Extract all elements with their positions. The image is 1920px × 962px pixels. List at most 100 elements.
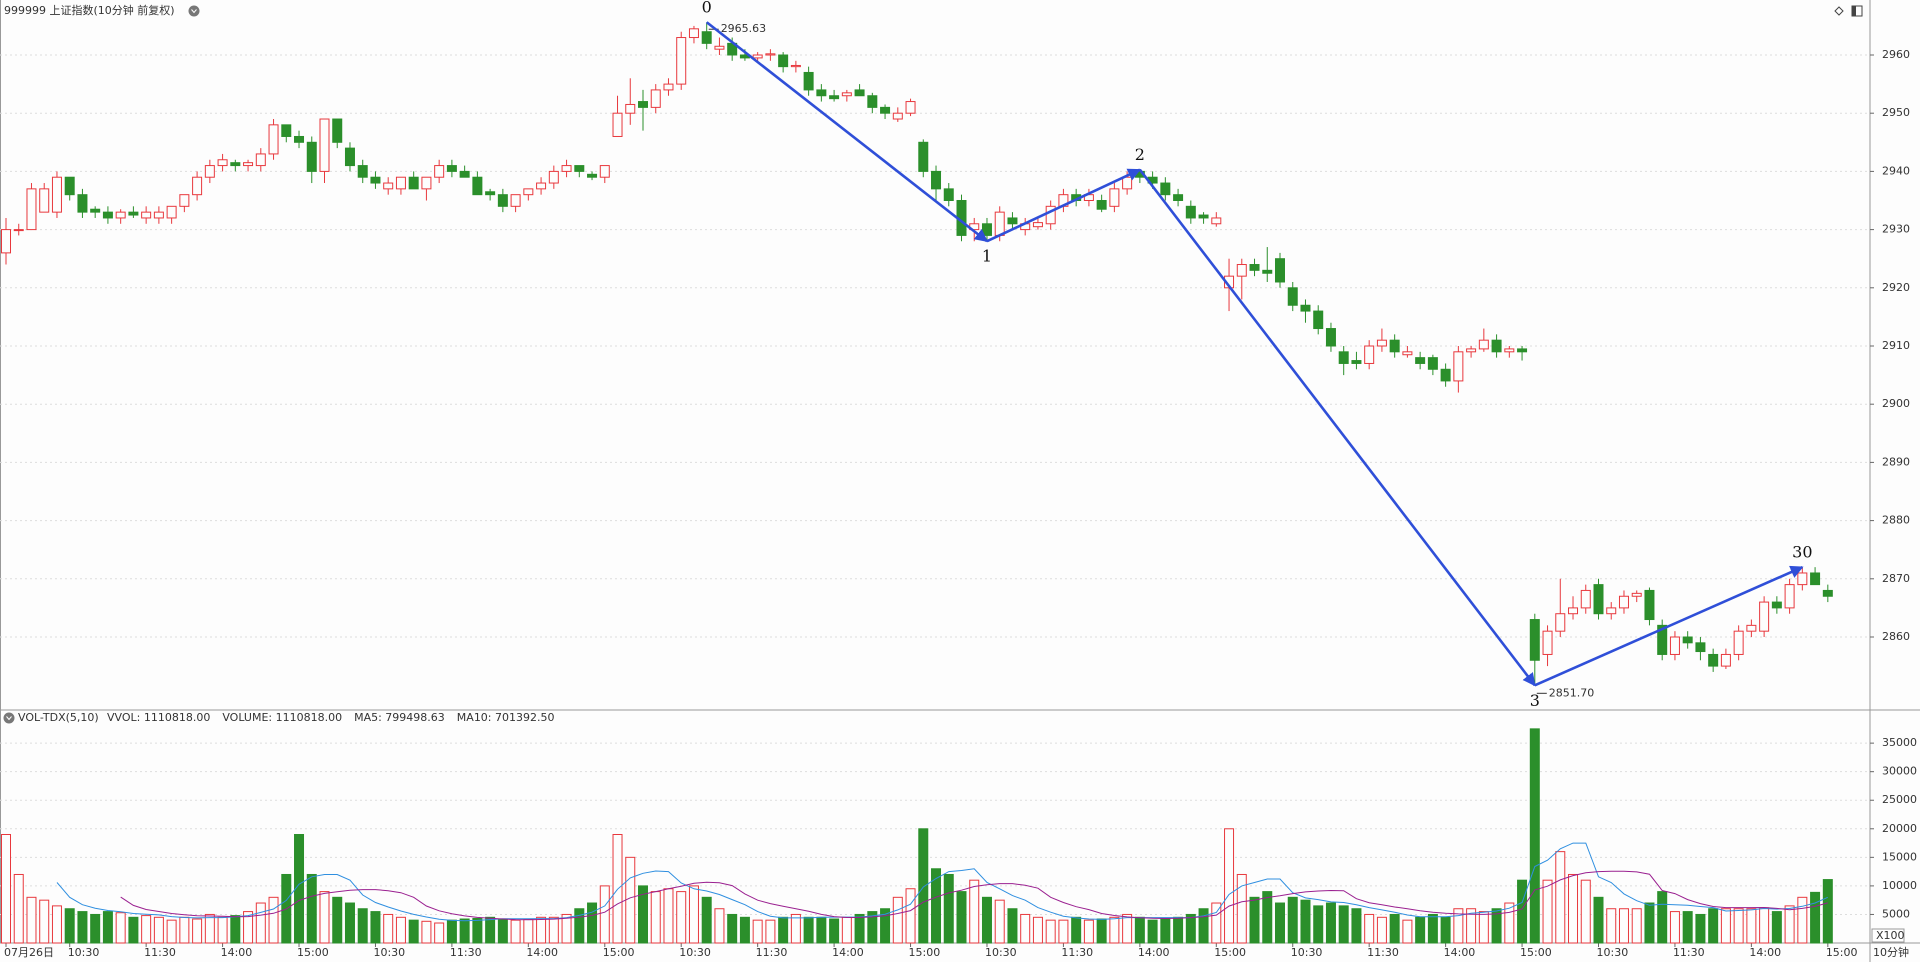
volume-bar <box>523 918 534 944</box>
candle-body <box>1555 613 1566 632</box>
candle-body <box>752 54 763 59</box>
volume-bar <box>192 918 203 944</box>
volume-bar <box>268 896 279 944</box>
candle-body <box>1198 214 1209 219</box>
volume-bar <box>829 918 840 944</box>
volume-bar <box>1797 896 1808 944</box>
volume-bar <box>1593 896 1604 944</box>
candle-body <box>1491 339 1502 353</box>
candle-body <box>1287 287 1298 306</box>
chart-title: 999999 上证指数(10分钟 前复权) <box>4 3 175 17</box>
volume-bar <box>688 885 699 944</box>
volume-bar <box>625 856 636 944</box>
candle-body <box>829 95 840 100</box>
candle-body <box>1593 584 1604 615</box>
volume-bar <box>1504 902 1515 944</box>
volume-bar <box>39 899 50 944</box>
volume-bar <box>1173 916 1184 944</box>
candle-body <box>1402 351 1413 356</box>
x-tick-label: 10:30 <box>985 946 1017 959</box>
candle-body <box>153 211 164 219</box>
volume-bar <box>701 896 712 944</box>
candle-body <box>663 83 674 91</box>
volume-bar <box>841 916 852 944</box>
candle-body <box>230 162 241 167</box>
volume-bar <box>1262 891 1273 944</box>
volume-bar <box>306 873 317 944</box>
volume-bar <box>739 916 750 944</box>
candle-body <box>548 170 559 184</box>
volume-bar <box>1389 913 1400 944</box>
zigzag-label: 1 <box>982 247 992 266</box>
candle-body <box>395 176 406 190</box>
y-tick-label: 20000 <box>1882 822 1917 835</box>
x-tick-label: 14:00 <box>526 946 558 959</box>
volume-bar <box>1032 916 1043 944</box>
volume-bar <box>1020 913 1031 944</box>
volume-bar <box>395 916 406 944</box>
candle-body <box>434 165 445 178</box>
zigzag-segment <box>1534 565 1804 687</box>
volume-bar <box>574 908 585 944</box>
title-menu[interactable] <box>188 5 200 17</box>
volume-bar <box>1071 916 1082 944</box>
volume-bar <box>166 919 177 944</box>
candle-body <box>1618 595 1629 609</box>
candle-body <box>1453 351 1464 382</box>
volume-menu[interactable] <box>3 712 15 724</box>
candle-body <box>867 95 878 108</box>
candle-body <box>943 188 954 201</box>
candle-body <box>1580 589 1591 609</box>
zigzag-segment <box>1138 168 1536 687</box>
volume-bar <box>548 916 559 944</box>
volume-bar <box>905 888 916 944</box>
candle-body <box>1376 339 1387 347</box>
candle-body <box>1720 653 1731 667</box>
volume-bar <box>536 916 547 944</box>
y-tick-label: 2920 <box>1882 281 1910 294</box>
period-label: 10分钟 <box>1873 945 1909 959</box>
volume-bar <box>446 919 457 944</box>
volume-bar <box>1096 918 1107 944</box>
candle-body <box>931 170 942 190</box>
y-tick-label: 2880 <box>1882 514 1910 527</box>
candle-body <box>306 141 317 172</box>
candle-body <box>1746 624 1757 632</box>
volume-bar <box>1134 916 1145 944</box>
y-tick-label: 2930 <box>1882 223 1910 236</box>
volume-bar <box>969 879 980 944</box>
y-tick-label: 30000 <box>1882 765 1917 778</box>
candle-body <box>1478 339 1489 350</box>
volume-bar <box>370 911 381 944</box>
toolbar[interactable] <box>1834 5 1863 17</box>
candle-body <box>599 165 610 178</box>
candle-body <box>472 176 483 196</box>
volume-bar <box>752 919 763 944</box>
candle-body <box>1032 222 1043 228</box>
x-tick-label: 14:00 <box>832 946 864 959</box>
volume-bar <box>1555 851 1566 944</box>
legend-entry: VVOL: 1110818.00 <box>107 711 210 724</box>
candle-body <box>841 92 852 97</box>
candle-body <box>714 45 725 50</box>
candle-body <box>39 188 50 213</box>
volume-bar <box>1 834 11 944</box>
volume-bar <box>790 913 801 944</box>
y-tick-label: 2940 <box>1882 164 1910 177</box>
candle-body <box>166 205 177 219</box>
candle-body <box>688 28 699 39</box>
candle-body <box>344 147 355 167</box>
candle-body <box>128 211 139 216</box>
volume-bar <box>344 902 355 944</box>
volume-bar <box>981 896 992 944</box>
candle-body <box>1733 630 1744 655</box>
volume-bar <box>1147 919 1158 944</box>
volume-bar <box>179 916 190 944</box>
x-tick-label: 14:00 <box>1138 946 1170 959</box>
volume-bar <box>638 885 648 944</box>
candle-body <box>587 173 598 178</box>
y-tick-label: 2900 <box>1882 397 1910 410</box>
volume-bar <box>1606 908 1617 944</box>
x-tick-label: 10:30 <box>373 946 405 959</box>
candle-body <box>51 176 62 213</box>
